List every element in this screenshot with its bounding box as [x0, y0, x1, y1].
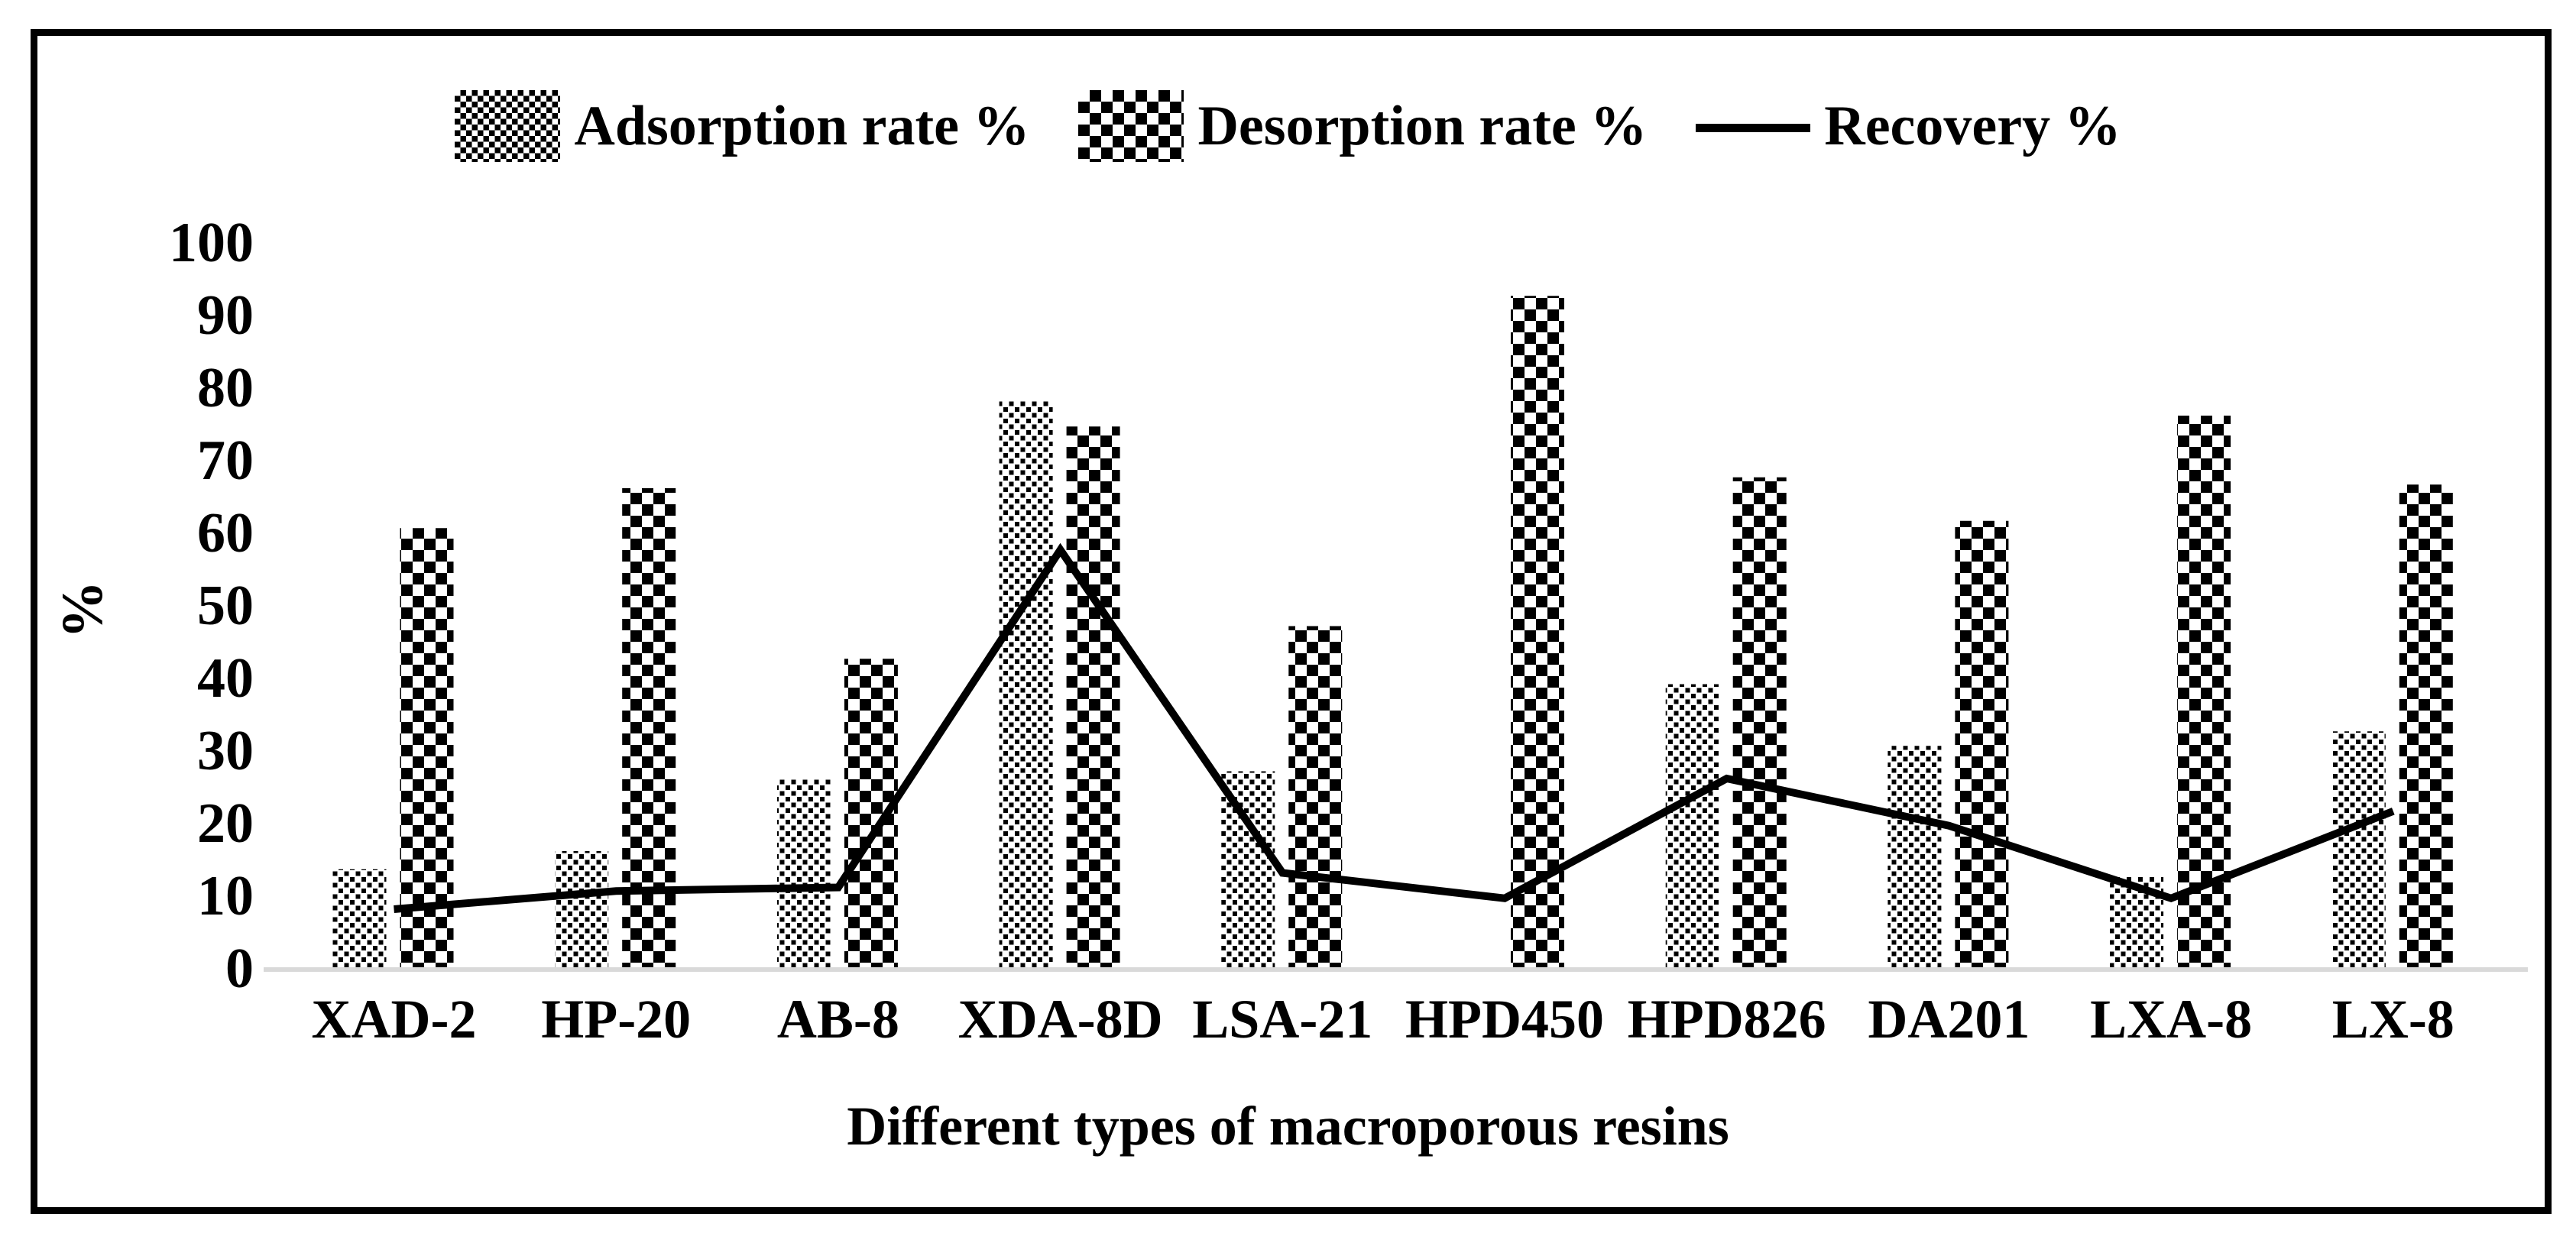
bar-desorption-DA201	[1955, 520, 2009, 967]
y-axis-title: %	[50, 581, 115, 639]
x-category-label-HPD826: HPD826	[1628, 989, 1826, 1050]
bar-desorption-XDA-8D	[1066, 426, 1120, 967]
y-tick-label-80: 80	[197, 357, 254, 419]
bar-adsorption-AB-8	[776, 779, 831, 967]
adsorption-pattern-swatch-icon	[455, 90, 561, 162]
x-category-label-XAD-2: XAD-2	[312, 989, 477, 1050]
x-axis-title: Different types of macroporous resins	[847, 1096, 1729, 1157]
legend-label-recovery: Recovery %	[1824, 95, 2121, 157]
y-tick-label-0: 0	[225, 937, 254, 1000]
bar-adsorption-XAD-2	[332, 869, 387, 967]
plot-area: 0 10 20 30 40 50 60 70 80 90 100 XAD-2 HP-20 AB-8 XDA-…	[169, 212, 2528, 1050]
bar-adsorption-LSA-21	[1221, 771, 1275, 967]
bar-adsorption-HP-20	[555, 851, 609, 967]
x-category-label-HP-20: HP-20	[541, 989, 691, 1050]
y-tick-label-90: 90	[197, 284, 254, 347]
x-category-label-LSA-21: LSA-21	[1192, 989, 1372, 1050]
bar-desorption-XAD-2	[400, 528, 454, 967]
y-tick-label-10: 10	[197, 865, 254, 928]
x-category-label-AB-8: AB-8	[777, 989, 899, 1050]
y-tick-label-70: 70	[197, 429, 254, 492]
y-tick-label-100: 100	[169, 212, 254, 274]
y-tick-label-40: 40	[197, 647, 254, 710]
legend-label-desorption: Desorption rate %	[1197, 95, 1648, 157]
bar-desorption-HP-20	[622, 488, 676, 967]
y-tick-label-60: 60	[197, 502, 254, 565]
legend-label-adsorption: Adsorption rate %	[574, 95, 1030, 157]
x-category-label-HPD450: HPD450	[1405, 989, 1604, 1050]
x-axis-line	[264, 967, 2528, 972]
recovery-line	[394, 542, 2395, 913]
legend-item-desorption: Desorption rate %	[1078, 90, 1647, 162]
bar-adsorption-HPD826	[1665, 684, 1719, 967]
bar-adsorption-LX-8	[2331, 731, 2386, 967]
x-category-label-XDA-8D: XDA-8D	[958, 989, 1163, 1050]
y-tick-label-50: 50	[197, 575, 254, 637]
desorption-pattern-swatch-icon	[1078, 90, 1184, 162]
x-category-label-LXA-8: LXA-8	[2090, 989, 2252, 1050]
bar-desorption-LX-8	[2399, 484, 2453, 967]
legend-item-recovery: Recovery %	[1696, 90, 2121, 162]
x-category-label-DA201: DA201	[1868, 989, 2030, 1050]
bar-adsorption-XDA-8D	[999, 401, 1053, 967]
y-tick-label-30: 30	[197, 720, 254, 782]
chart-legend: Adsorption rate % Desorption rate % Reco…	[0, 90, 2576, 162]
bar-desorption-HPD450	[1511, 296, 1564, 967]
bar-adsorption-DA201	[1887, 746, 1942, 967]
legend-item-adsorption: Adsorption rate %	[455, 90, 1029, 162]
y-tick-label-20: 20	[197, 792, 254, 855]
bar-desorption-LSA-21	[1288, 626, 1343, 967]
bar-desorption-HPD826	[1732, 477, 1787, 967]
x-category-label-LX-8: LX-8	[2332, 989, 2454, 1050]
recovery-line-swatch-icon	[1696, 90, 1811, 162]
